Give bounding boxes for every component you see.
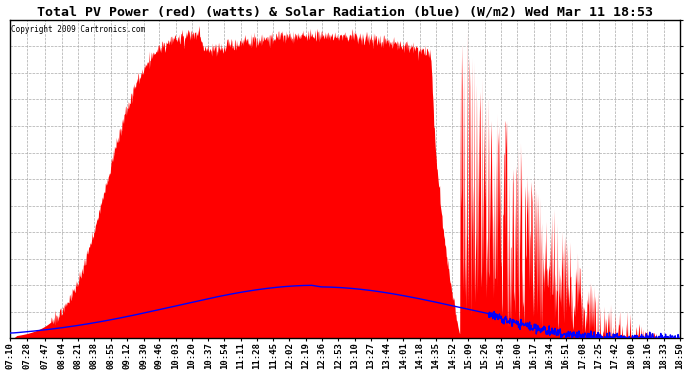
Title: Total PV Power (red) (watts) & Solar Radiation (blue) (W/m2) Wed Mar 11 18:53: Total PV Power (red) (watts) & Solar Rad… xyxy=(37,6,653,18)
Text: Copyright 2009 Cartronics.com: Copyright 2009 Cartronics.com xyxy=(12,24,146,33)
